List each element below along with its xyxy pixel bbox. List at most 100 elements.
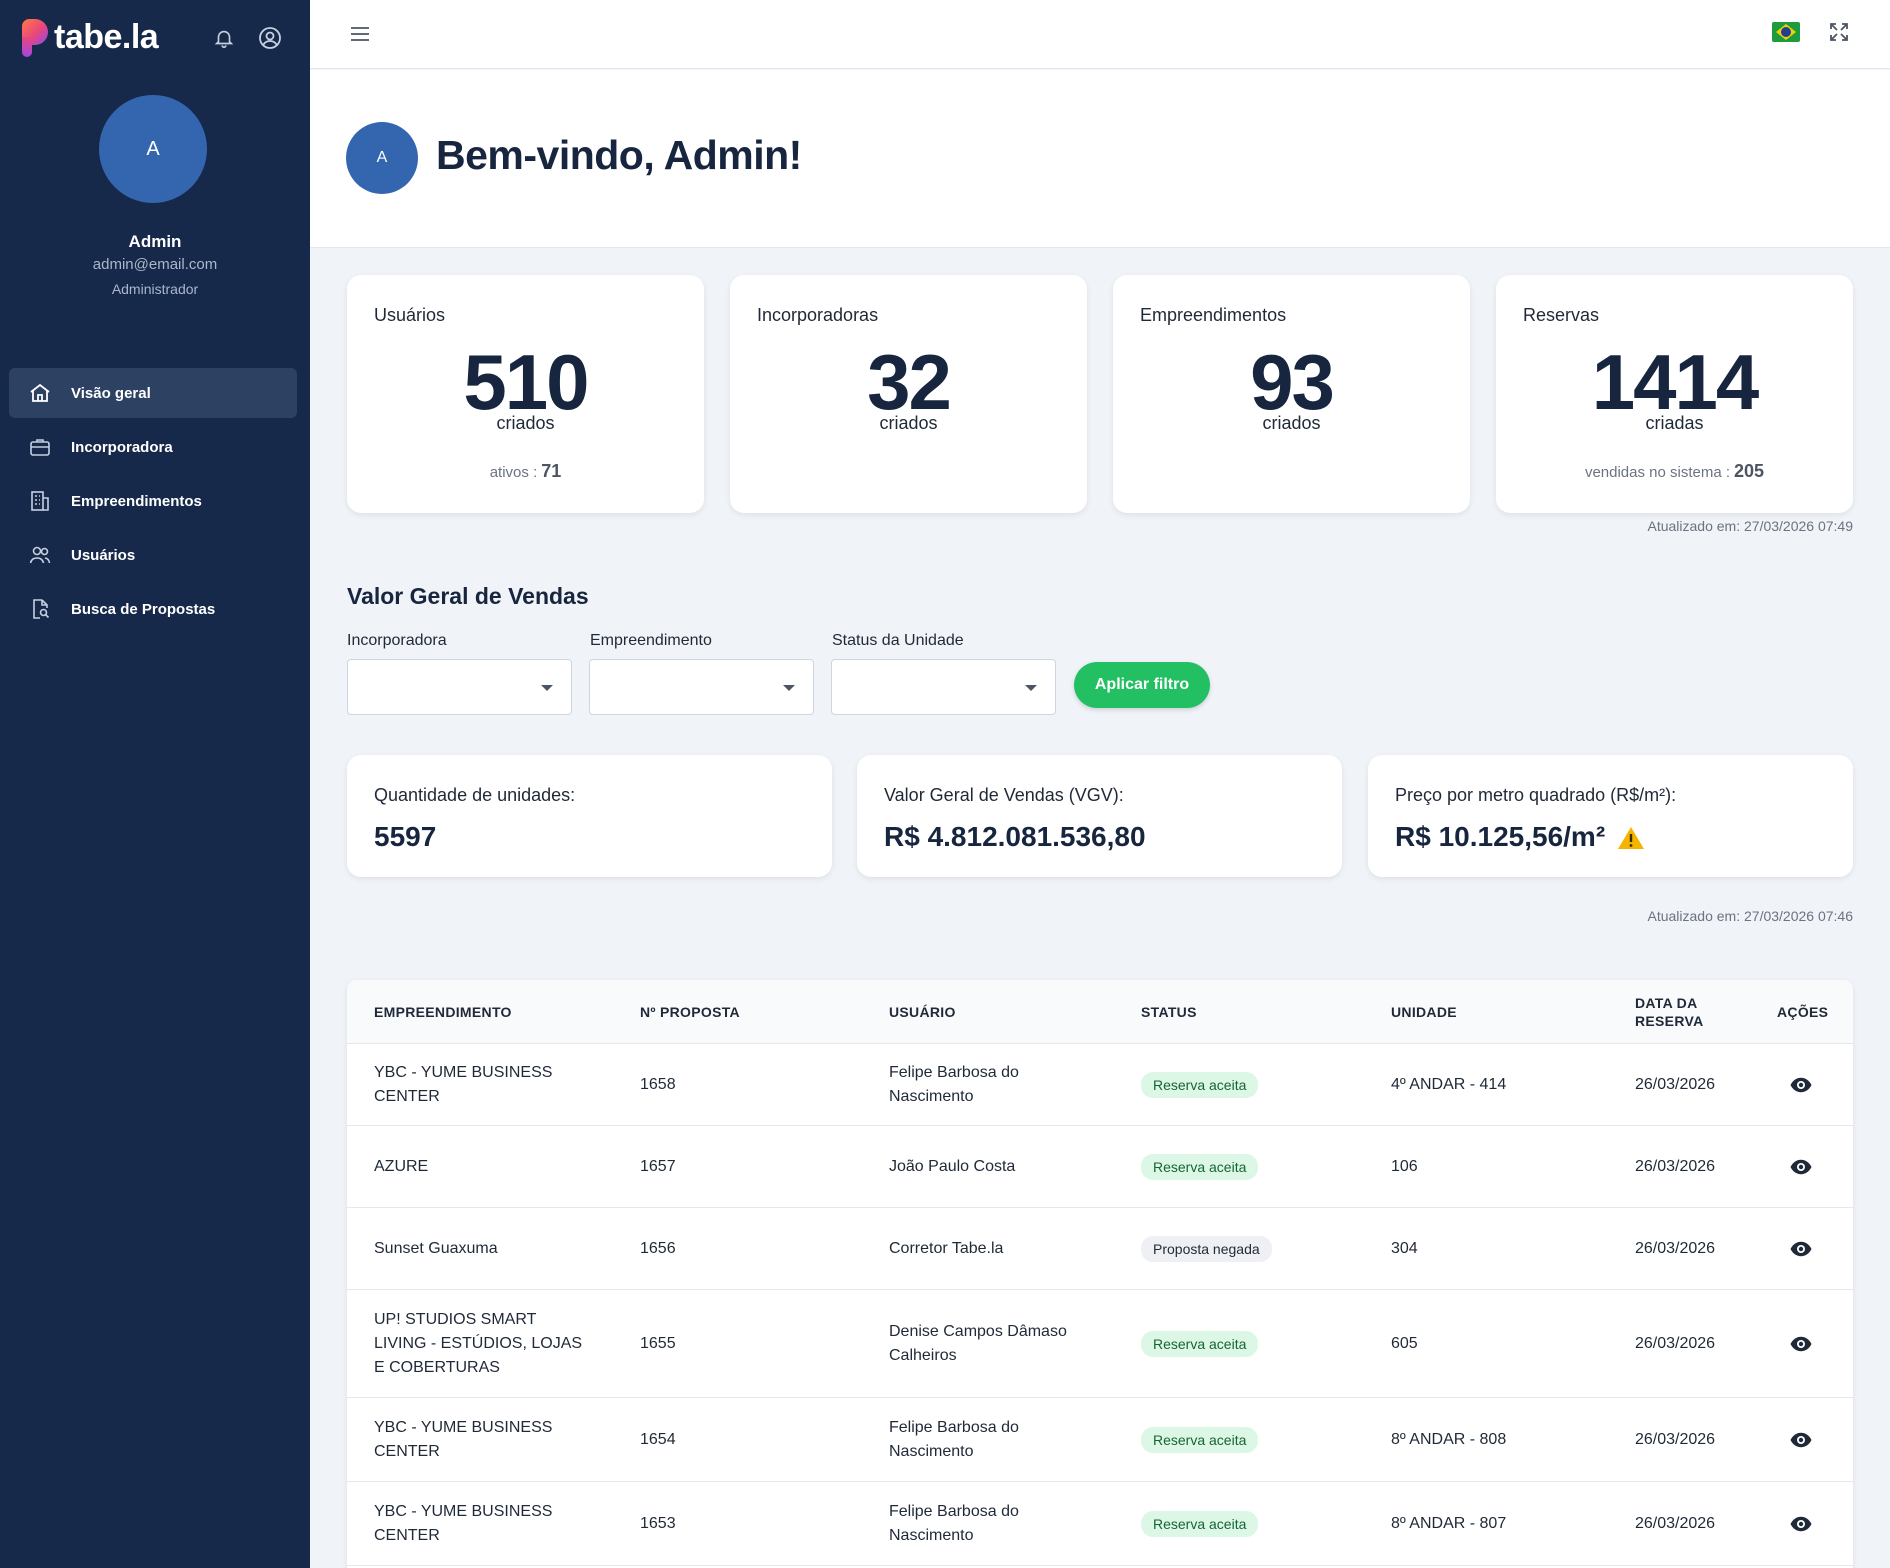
- sidebar-nav: Visão geral Incorporadora Empreendimento…: [9, 368, 297, 638]
- table-row[interactable]: Sunset Guaxuma 1656 Corretor Tabe.la Pro…: [347, 1208, 1853, 1290]
- status-badge: Reserva aceita: [1141, 1071, 1259, 1098]
- col-header-unidade[interactable]: UNIDADE: [1391, 1004, 1457, 1020]
- brand-logo[interactable]: tabe.la: [22, 16, 159, 58]
- table-row[interactable]: UP! STUDIOS SMART LIVING - ESTÚDIOS, LOJ…: [347, 1290, 1853, 1398]
- bell-icon[interactable]: [210, 24, 238, 52]
- kpi-value: 5597: [374, 821, 436, 853]
- col-header-empreendimento[interactable]: EMPREENDIMENTO: [374, 1004, 512, 1020]
- sidebar: tabe.la A Admin admin@email.com Administ…: [0, 0, 310, 1568]
- col-header-proposta[interactable]: Nº PROPOSTA: [640, 1004, 740, 1020]
- view-eye-icon[interactable]: [1789, 1073, 1813, 1097]
- stat-sub: criados: [879, 413, 938, 433]
- stat-sub: criados: [1262, 413, 1321, 433]
- cell-data: 26/03/2026: [1635, 1239, 1716, 1257]
- cell-proposta: 1657: [640, 1157, 676, 1175]
- sidebar-item-label: Busca de Propostas: [71, 600, 216, 618]
- stat-foot-label: vendidas no sistema :: [1584, 464, 1731, 481]
- menu-icon[interactable]: [348, 22, 372, 46]
- cell-unidade: 8º ANDAR - 808: [1391, 1430, 1507, 1448]
- sidebar-item-empreendimentos[interactable]: Empreendimentos: [9, 476, 297, 526]
- status-unidade-select[interactable]: [831, 659, 1056, 715]
- avatar: A: [99, 95, 207, 203]
- cell-proposta: 1656: [640, 1239, 676, 1257]
- avatar: A: [346, 122, 418, 194]
- view-eye-icon[interactable]: [1789, 1428, 1813, 1452]
- stat-value: 32: [867, 338, 952, 426]
- sidebar-item-label: Visão geral: [71, 384, 151, 402]
- status-badge: Reserva aceita: [1141, 1153, 1259, 1180]
- apply-filter-button[interactable]: Aplicar filtro: [1074, 662, 1210, 708]
- stat-foot: vendidas no sistema :205: [1496, 461, 1853, 482]
- col-header-data-reserva[interactable]: DATA DA RESERVA: [1635, 995, 1704, 1029]
- incorporadora-select[interactable]: [347, 659, 572, 715]
- section-title: Valor Geral de Vendas: [347, 583, 589, 609]
- stat-foot-value: 71: [541, 461, 562, 481]
- user-circle-icon[interactable]: [256, 24, 284, 52]
- table-row[interactable]: YBC - YUME BUSINESS CENTER 1658 Felipe B…: [347, 1044, 1853, 1126]
- kpi-value-text: R$ 10.125,56/m²: [1395, 821, 1606, 852]
- stat-sub: criados: [496, 413, 555, 433]
- status-badge: Reserva aceita: [1141, 1426, 1259, 1453]
- view-eye-icon[interactable]: [1789, 1332, 1813, 1356]
- table-header: EMPREENDIMENTO Nº PROPOSTA USUÁRIO STATU…: [347, 980, 1853, 1044]
- table-row[interactable]: YBC - YUME BUSINESS CENTER 1653 Felipe B…: [347, 1482, 1853, 1566]
- cell-data: 26/03/2026: [1635, 1075, 1716, 1093]
- caret-down-icon: [541, 685, 553, 691]
- cell-usuario: Felipe Barbosa do Nascimento: [889, 1063, 1019, 1105]
- stats-updated-timestamp: Atualizado em: 27/03/2026 07:49: [1647, 518, 1854, 534]
- cell-empreendimento: YBC - YUME BUSINESS CENTER: [374, 1502, 553, 1544]
- sidebar-item-incorporadora[interactable]: Incorporadora: [9, 422, 297, 472]
- proposals-table: EMPREENDIMENTO Nº PROPOSTA USUÁRIO STATU…: [347, 980, 1853, 1568]
- users-icon: [27, 542, 53, 568]
- cell-usuario: Felipe Barbosa do Nascimento: [889, 1502, 1019, 1544]
- cell-status: Reserva aceita: [1141, 1330, 1259, 1357]
- kpi-card-vgv: Valor Geral de Vendas (VGV): R$ 4.812.08…: [857, 755, 1342, 877]
- stat-label: Empreendimentos: [1140, 305, 1287, 325]
- vgv-updated-timestamp: Atualizado em: 27/03/2026 07:46: [1647, 908, 1854, 924]
- cell-status: Reserva aceita: [1141, 1071, 1259, 1098]
- status-badge: Reserva aceita: [1141, 1510, 1259, 1537]
- logo-icon: [22, 17, 50, 57]
- empreendimento-select[interactable]: [589, 659, 814, 715]
- kpi-value-text: R$ 4.812.081.536,80: [884, 821, 1146, 852]
- sidebar-item-visao-geral[interactable]: Visão geral: [9, 368, 297, 418]
- topbar: [310, 0, 1890, 69]
- cell-empreendimento: YBC - YUME BUSINESS CENTER: [374, 1418, 553, 1460]
- view-eye-icon[interactable]: [1789, 1237, 1813, 1261]
- fullscreen-icon[interactable]: [1827, 20, 1851, 44]
- sidebar-item-usuarios[interactable]: Usuários: [9, 530, 297, 580]
- page-title: Bem-vindo, Admin!: [436, 132, 802, 178]
- cell-empreendimento: YBC - YUME BUSINESS CENTER: [374, 1063, 553, 1105]
- stat-card-incorporadoras: Incorporadoras 32 criados: [730, 275, 1087, 513]
- caret-down-icon: [783, 685, 795, 691]
- col-header-acoes: AÇÕES: [1777, 1004, 1829, 1020]
- sidebar-item-label: Incorporadora: [71, 438, 173, 456]
- cell-status: Reserva aceita: [1141, 1426, 1259, 1453]
- user-email: admin@email.com: [92, 256, 218, 273]
- user-role: Administrador: [111, 281, 199, 297]
- table-row[interactable]: YBC - YUME BUSINESS CENTER 1654 Felipe B…: [347, 1398, 1853, 1482]
- cell-status: Reserva aceita: [1141, 1510, 1259, 1537]
- sidebar-item-label: Usuários: [71, 546, 136, 564]
- sidebar-item-busca-propostas[interactable]: Busca de Propostas: [9, 584, 297, 634]
- kpi-card-preco-m2: Preço por metro quadrado (R$/m²): R$ 10.…: [1368, 755, 1853, 877]
- filter-label: Status da Unidade: [832, 632, 964, 649]
- cell-usuario: Corretor Tabe.la: [889, 1239, 1004, 1257]
- stat-foot: ativos :71: [347, 461, 704, 482]
- stat-label: Usuários: [374, 305, 446, 325]
- col-header-usuario[interactable]: USUÁRIO: [889, 1004, 956, 1020]
- kpi-label: Valor Geral de Vendas (VGV):: [884, 785, 1124, 805]
- caret-down-icon: [1025, 685, 1037, 691]
- warning-icon[interactable]: [1617, 825, 1645, 849]
- kpi-label: Quantidade de unidades:: [374, 785, 576, 805]
- col-header-status[interactable]: STATUS: [1141, 1004, 1197, 1020]
- brand-name: tabe.la: [54, 17, 159, 56]
- stat-value: 1414: [1591, 338, 1760, 426]
- view-eye-icon[interactable]: [1789, 1155, 1813, 1179]
- table-row[interactable]: AZURE 1657 João Paulo Costa Reserva acei…: [347, 1126, 1853, 1208]
- brazil-flag-icon[interactable]: [1772, 22, 1800, 42]
- view-eye-icon[interactable]: [1789, 1512, 1813, 1536]
- cell-status: Proposta negada: [1141, 1235, 1272, 1262]
- cell-data: 26/03/2026: [1635, 1430, 1716, 1448]
- stat-label: Reservas: [1523, 305, 1600, 325]
